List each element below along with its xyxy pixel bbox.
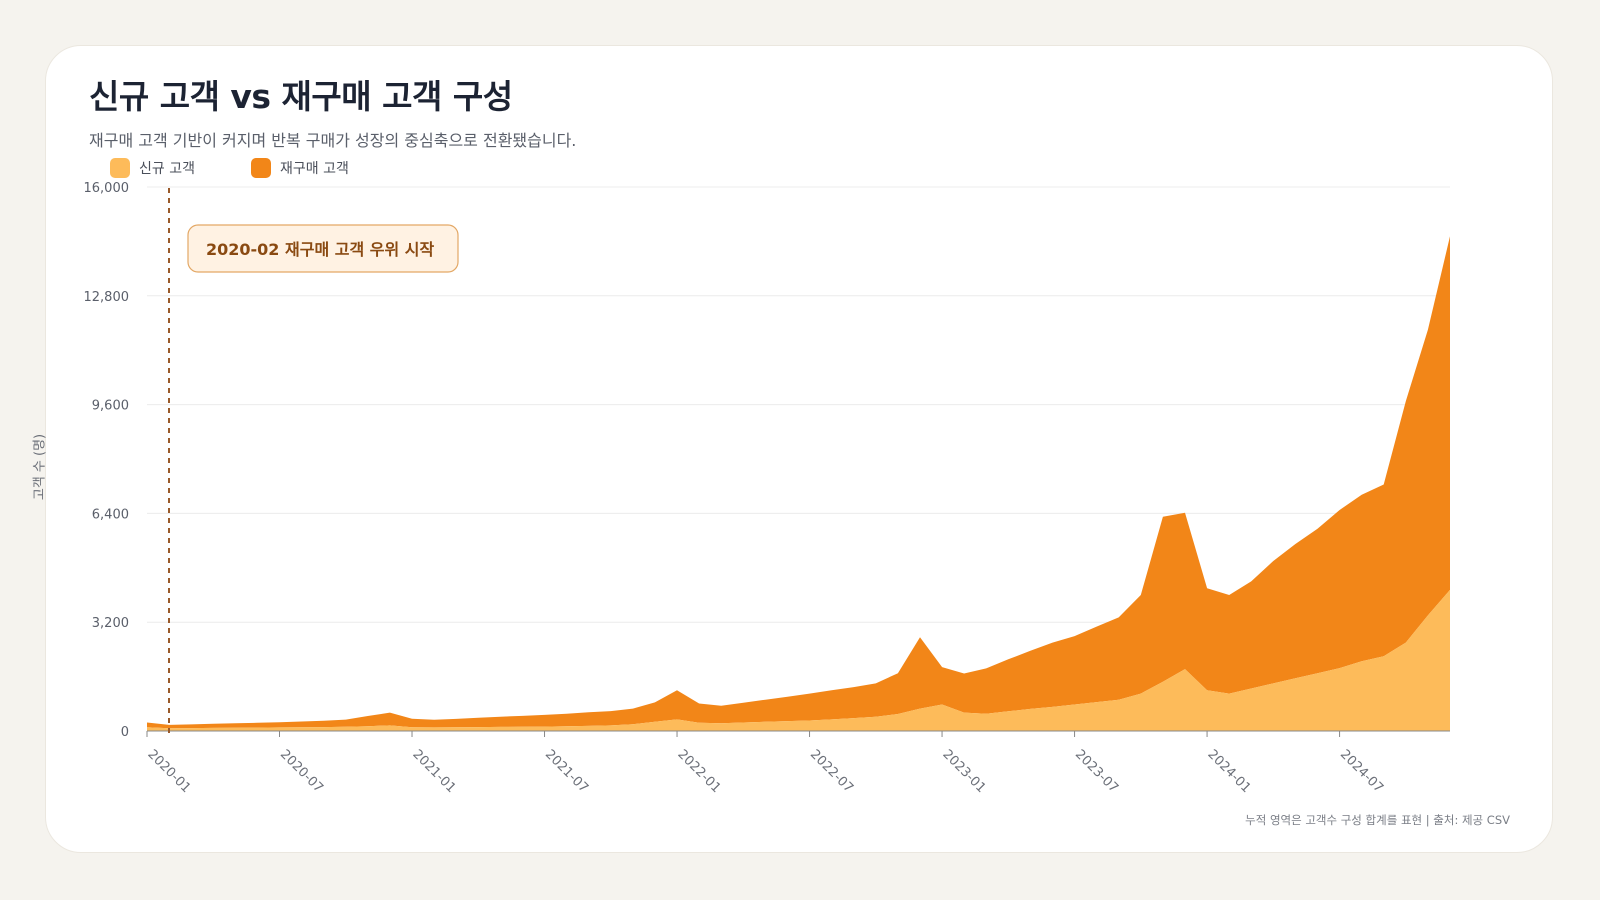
x-tick-label: 2020-01: [144, 747, 193, 796]
annotation-label: 2020-02 재구매 고객 우위 시작: [206, 240, 434, 259]
legend-item-repeat[interactable]: 재구매 고객: [250, 158, 349, 178]
footnote: 누적 영역은 고객수 구성 합계를 표현 | 출처: 제공 CSV: [1245, 813, 1510, 827]
chart-subtitle: 재구매 고객 기반이 커지며 반복 구매가 성장의 중심축으로 전환됐습니다.: [89, 131, 577, 150]
x-tick-label: 2024-07: [1337, 747, 1386, 796]
legend-swatch-repeat: [250, 158, 271, 178]
area-repeat-customers: [147, 236, 1450, 729]
y-tick-label: 12,800: [84, 290, 130, 305]
legend-label-repeat: 재구매 고객: [279, 161, 349, 177]
y-tick-label: 3,200: [92, 616, 129, 631]
x-tick-label: 2020-07: [277, 747, 326, 796]
x-tick-label: 2021-07: [542, 747, 591, 796]
x-tick-label: 2022-07: [807, 747, 856, 796]
x-tick-label: 2023-01: [939, 747, 988, 796]
legend-item-new[interactable]: 신규 고객: [110, 158, 195, 178]
legend-label-new: 신규 고객: [139, 161, 195, 177]
area-layers: [147, 236, 1450, 731]
x-tick-label: 2022-01: [674, 747, 723, 796]
y-tick-label: 0: [121, 725, 129, 740]
legend-swatch-new: [110, 158, 130, 178]
x-tick-label: 2023-07: [1072, 747, 1121, 796]
legend: 신규 고객 재구매 고객: [110, 158, 349, 178]
x-tick-label: 2021-01: [409, 747, 458, 796]
y-tick-label: 16,000: [84, 181, 130, 196]
annotation: 2020-02 재구매 고객 우위 시작: [168, 188, 459, 738]
y-tick-label: 6,400: [92, 507, 129, 522]
y-tick-label: 9,600: [92, 399, 129, 414]
chart-title: 신규 고객 vs 재구매 고객 구성: [89, 77, 513, 116]
x-tick-label: 2024-01: [1204, 747, 1253, 796]
area-new-customers: [147, 589, 1450, 731]
annotation-box: [187, 224, 459, 273]
